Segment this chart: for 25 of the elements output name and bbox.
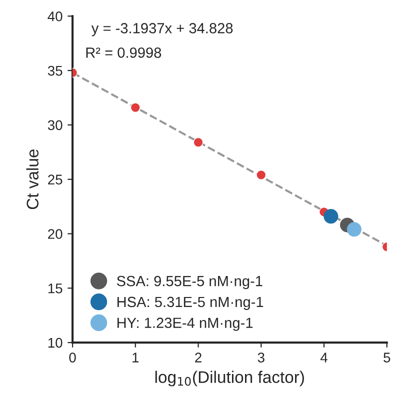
y-tick-label: 20 [48,229,62,239]
y-tick-label: 40 [48,11,62,22]
x-tick-label: 0 [69,352,76,362]
point [346,222,362,237]
y-tick-label: 15 [48,284,62,294]
x-tick-label: 2 [195,352,202,362]
x-tick-label: 5 [384,352,390,362]
x-axis-title: log$_{10}$(Dilution factor) [155,370,304,386]
annotation: y = -3.1937x + 34.828 [91,23,233,36]
x-tick-label: 3 [258,352,264,362]
y-tick-label: 10 [48,338,62,348]
point [256,170,266,180]
y-tick-label: 30 [48,120,62,130]
y-tick-label: 35 [48,66,62,76]
x-tick-label: 4 [320,352,328,362]
point [193,137,204,148]
legend-label: HY: 1.23E-4 nM·ng-1 [117,318,253,331]
y-axis-title: Ct value [26,150,39,210]
point [324,209,338,224]
legend-label: SSA: 9.55E-5 nM·ng-1 [116,276,262,290]
legend-label: HSA: 5.31E-5 nM·ng-1 [117,296,264,310]
x-tick-label: 1 [132,352,139,362]
y-tick-label: 25 [48,174,62,185]
point [130,102,140,113]
annotation: R² = 0.9998 [86,48,162,58]
